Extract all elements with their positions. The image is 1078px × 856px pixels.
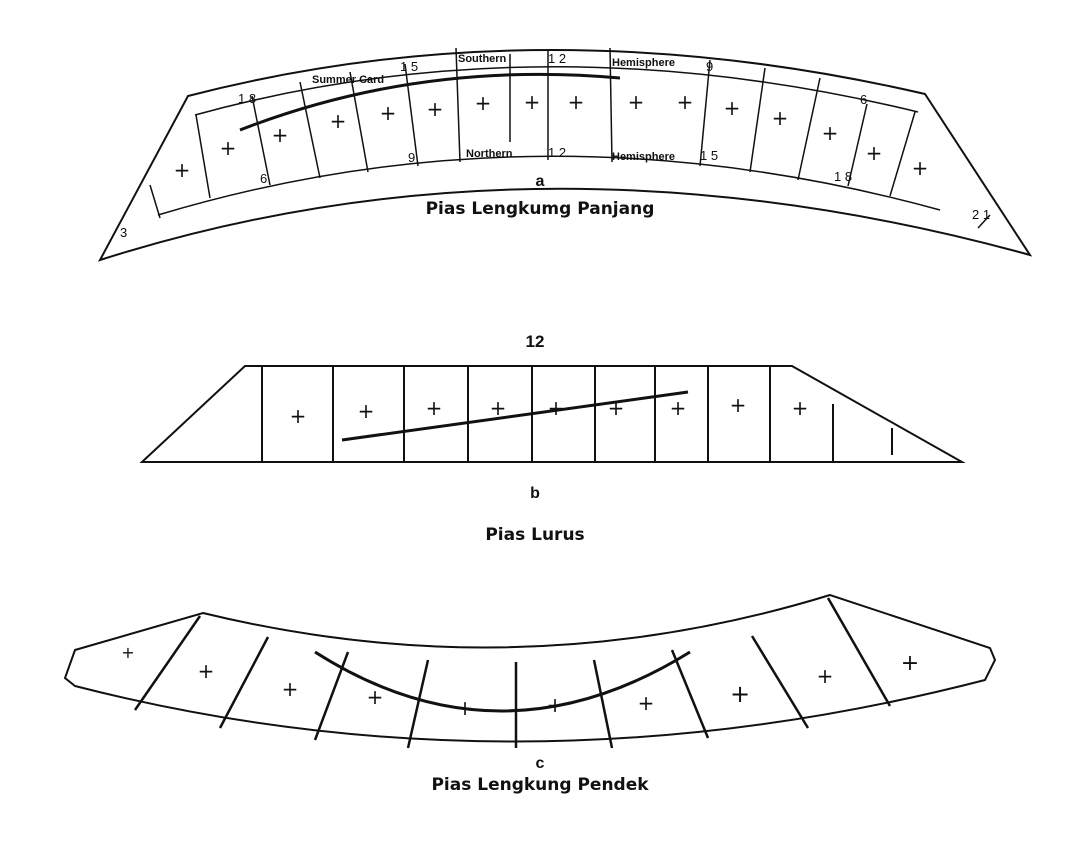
card-c-top-edge [202, 594, 831, 649]
card-a-dividers [149, 47, 991, 229]
letter-b: b [530, 485, 540, 502]
svg-text:+: + [547, 693, 564, 717]
label-hemisphere-top: Hemisphere [612, 57, 675, 69]
svg-text:+: + [912, 156, 929, 180]
diagram-a: + + + + + + + + + + + + + + + + Southern… [97, 47, 1033, 262]
svg-text:+: + [380, 101, 397, 125]
svg-text:+: + [866, 141, 883, 165]
label-hemisphere-bottom: Hemisphere [612, 151, 675, 163]
hour-12-top: 1 2 [548, 51, 566, 66]
hour-9-bottom: 9 [408, 150, 415, 165]
hour-15-top: 1 5 [400, 59, 418, 74]
caption-c: Pias Lengkung Pendek [431, 775, 649, 795]
hour-15-bottom: 1 5 [700, 148, 718, 163]
card-a-inner-bottom [157, 155, 941, 216]
svg-text:+: + [524, 90, 541, 114]
svg-text:+: + [901, 651, 919, 676]
hour-18-left: 1 8 [238, 91, 256, 106]
card-c-shadow-curve [314, 650, 691, 713]
label-northern: Northern [466, 148, 513, 160]
svg-text:+: + [548, 396, 565, 420]
card-c-dividers [133, 597, 892, 749]
letter-c: c [536, 755, 545, 772]
hour-6-right: 6 [860, 92, 867, 107]
svg-text:+: + [792, 396, 809, 420]
hour-18-right: 1 8 [834, 169, 852, 184]
svg-text:+: + [220, 136, 237, 160]
svg-text:+: + [272, 123, 289, 147]
svg-text:+: + [358, 399, 375, 423]
label-12: 12 [526, 332, 545, 351]
svg-text:+: + [638, 691, 655, 715]
svg-text:+: + [330, 109, 347, 133]
svg-text:+: + [426, 396, 443, 420]
hour-6-left: 6 [260, 171, 267, 186]
svg-text:+: + [730, 393, 747, 417]
svg-text:+: + [822, 121, 839, 145]
svg-text:+: + [670, 396, 687, 420]
diagram-b: 12 + + + + + + + + + b Pias Lur [139, 332, 966, 545]
svg-text:+: + [282, 677, 299, 701]
svg-text:+: + [608, 396, 625, 420]
svg-text:+: + [290, 404, 307, 428]
svg-text:+: + [628, 90, 645, 114]
card-c-hour-marks: + + + + + + + + + + [121, 643, 919, 720]
svg-text:+: + [121, 643, 134, 662]
hour-21: 2 1 [972, 207, 990, 222]
svg-text:+: + [490, 396, 507, 420]
svg-text:+: + [198, 659, 215, 683]
summer-card-curve [239, 72, 621, 132]
svg-text:+: + [475, 91, 492, 115]
card-a-outline [97, 49, 1033, 262]
hour-3: 3 [120, 225, 127, 240]
svg-text:+: + [367, 685, 384, 709]
card-b-hour-marks: + + + + + + + + + [290, 393, 809, 428]
label-summer-card: Summer Card [312, 74, 384, 86]
svg-text:+: + [568, 90, 585, 114]
caption-b: Pias Lurus [485, 525, 584, 545]
label-southern: Southern [458, 53, 507, 65]
letter-a: a [536, 173, 545, 190]
svg-text:+: + [730, 680, 750, 708]
diagram-c: + + + + + + + + + + c Pias Lengkung Pend… [63, 593, 997, 795]
card-a-hour-marks: + + + + + + + + + + + + + + + + [174, 90, 929, 182]
svg-text:+: + [174, 158, 191, 182]
svg-text:+: + [677, 90, 694, 114]
svg-text:+: + [724, 96, 741, 120]
svg-text:+: + [457, 696, 474, 720]
svg-text:+: + [817, 664, 834, 688]
hour-12-bottom: 1 2 [548, 145, 566, 160]
svg-text:+: + [772, 106, 789, 130]
card-b-outline [139, 365, 966, 463]
card-b-shadow-line [341, 390, 689, 442]
caption-a: Pias Lengkumg Panjang [426, 199, 655, 219]
svg-text:+: + [427, 97, 444, 121]
hour-9-top: 9 [706, 59, 713, 74]
